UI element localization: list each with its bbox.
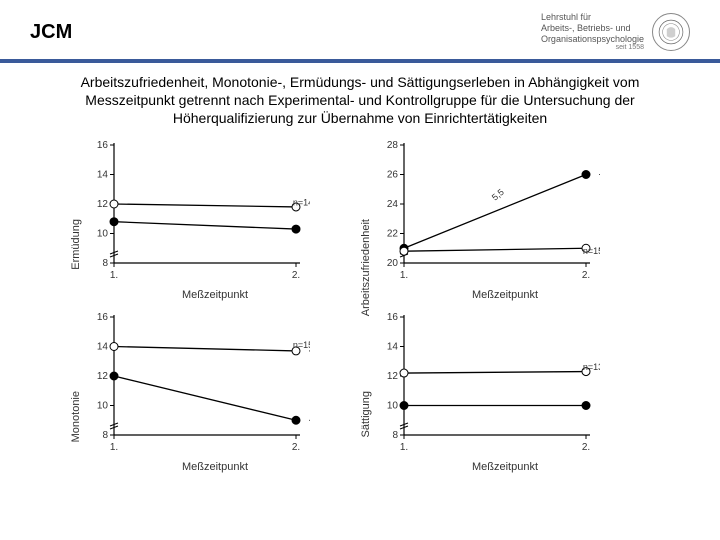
- header: JCM Lehrstuhl für Arbeits-, Betriebs- un…: [0, 0, 720, 59]
- svg-text:n=15: n=15: [293, 340, 310, 350]
- y-axis-label: Arbeitszufriedenheit: [360, 219, 372, 316]
- chart-ermuedung: Ermüdung8101214161.2.n=14Meßzeitpunkt: [80, 137, 350, 301]
- svg-text:8: 8: [102, 430, 108, 441]
- svg-text:10: 10: [97, 229, 109, 240]
- x-axis-label: Meßzeitpunkt: [80, 289, 350, 301]
- logo-line1: Lehrstuhl für: [541, 12, 644, 23]
- svg-text:22: 22: [387, 229, 399, 240]
- svg-text:1.: 1.: [400, 270, 408, 281]
- x-axis-label: Meßzeitpunkt: [80, 461, 350, 473]
- logo-line2: Arbeits-, Betriebs- und: [541, 23, 644, 34]
- svg-text:1.: 1.: [400, 442, 408, 453]
- university-seal-icon: [652, 13, 690, 51]
- y-axis-label: Ermüdung: [70, 219, 82, 270]
- x-axis-label: Meßzeitpunkt: [370, 289, 640, 301]
- svg-text:16: 16: [387, 312, 399, 323]
- chart-saettigung: Sättigung8101214161.2.n=13Meßzeitpunkt: [370, 309, 640, 473]
- svg-text:24: 24: [387, 199, 399, 210]
- svg-text:10: 10: [97, 401, 109, 412]
- svg-text:5,5: 5,5: [490, 187, 506, 203]
- page-title: JCM: [30, 21, 72, 44]
- svg-text:28: 28: [387, 140, 399, 151]
- svg-text:8: 8: [392, 430, 398, 441]
- charts-grid: Ermüdung 8 10 12 14 16 1. 2. n=14 Meßzeitpunkt Ar…: [0, 137, 720, 473]
- x-axis-label: Meßzeitpunkt: [370, 461, 640, 473]
- logo-line3: Organisationspsychologie: [541, 34, 644, 45]
- svg-text:14: 14: [97, 342, 109, 353]
- svg-text:n=14: n=14: [293, 198, 310, 208]
- svg-text:1.: 1.: [110, 270, 118, 281]
- y-axis-label: Sättigung: [360, 391, 372, 437]
- svg-text:12: 12: [387, 371, 399, 382]
- svg-text:2.: 2.: [292, 270, 300, 281]
- logo-year: seit 1558: [541, 44, 644, 52]
- svg-text:12: 12: [97, 371, 109, 382]
- svg-text:1.: 1.: [110, 442, 118, 453]
- svg-text:2.: 2.: [582, 442, 590, 453]
- y-axis-label: Monotonie: [70, 391, 82, 442]
- svg-text:26: 26: [387, 170, 399, 181]
- logo-text: Lehrstuhl für Arbeits-, Betriebs- und Or…: [541, 12, 644, 53]
- svg-text:16: 16: [97, 312, 109, 323]
- logo-area: Lehrstuhl für Arbeits-, Betriebs- und Or…: [541, 12, 690, 53]
- svg-text:16: 16: [97, 140, 109, 151]
- svg-text:8: 8: [102, 258, 108, 269]
- subtitle: Arbeitszufriedenheit, Monotonie-, Ermüdu…: [0, 73, 720, 138]
- chart-monotonie: Monotonie8101214161.2.n=15~5Meßzeitpunkt: [80, 309, 350, 473]
- svg-text:2.: 2.: [582, 270, 590, 281]
- svg-text:14: 14: [97, 170, 109, 181]
- svg-text:n=15: n=15: [583, 246, 600, 256]
- chart-arbeitszufriedenheit: Arbeitszufriedenheit20222426281.2.n=1555…: [370, 137, 640, 301]
- svg-text:14: 14: [387, 342, 399, 353]
- svg-text:2.: 2.: [292, 442, 300, 453]
- svg-text:12: 12: [97, 199, 109, 210]
- header-divider: [0, 59, 720, 63]
- svg-text:10: 10: [387, 401, 399, 412]
- svg-text:n=13: n=13: [583, 362, 600, 372]
- svg-text:20: 20: [387, 258, 399, 269]
